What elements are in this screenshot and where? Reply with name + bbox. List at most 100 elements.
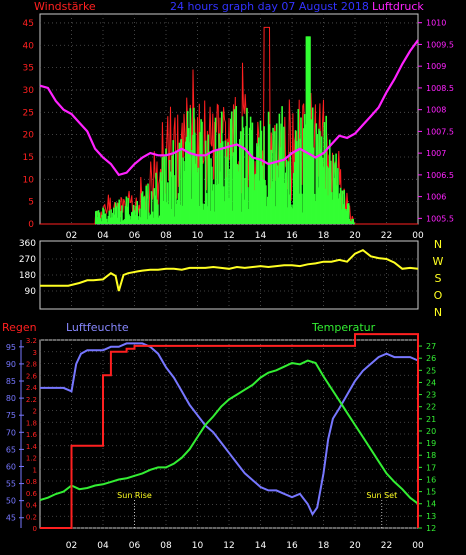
x-tick-label: 06 [129,541,141,551]
pressure-tick-label: 1006.5 [426,171,454,180]
wind-tick-label: 20 [23,131,35,141]
x-tick-label: 16 [286,231,298,241]
temperature-tick-label: 14 [426,500,436,509]
humidity-tick-label: 75 [6,411,16,420]
wind-tick-label: 30 [23,86,35,96]
temperature-tick-label: 21 [426,415,436,424]
x-tick-label: 02 [66,541,77,551]
humidity-series-line [40,342,419,517]
temperature-tick-label: 16 [426,475,436,484]
temperature-tick-label: 22 [426,403,436,412]
pressure-tick-label: 1009 [426,62,446,71]
rain-tick-label: 1 [33,466,37,474]
sun-annotation-label: Sun Set [366,491,397,500]
rain-tick-label: 2 [33,408,37,416]
direction-series-line [40,248,419,292]
temperature-ticks: 12 13 14 15 16 17 18 19 20 21 22 23 24 25 26 27 [418,342,436,533]
direction-tick-label: 360 [19,239,36,249]
pressure-tick-label: 1007 [426,149,446,158]
x-tick-label: 04 [97,231,109,241]
rain-tick-label: 0.6 [26,490,38,498]
wind-right-label: Luftdruck [372,0,424,13]
rain-humidity-temp-panel: Regen Luftfeuchte Temperatur 45 50 55 60 65 7… [2,321,436,551]
rain-tick-label: 1.4 [26,443,38,451]
humidity-tick-label: 90 [6,360,16,369]
temperature-series-line [39,359,419,505]
rain-tick-label: 1.6 [26,431,38,439]
x-tick-label: 10 [192,231,204,241]
climate-x-ticks: 02 04 06 08 10 12 14 16 18 20 22 00 [66,541,424,551]
humidity-tick-label: 65 [6,445,16,454]
temperature-tick-label: 12 [426,524,436,533]
x-tick-label: 14 [255,541,267,551]
x-tick-label: 18 [318,541,330,551]
temperature-tick-label: 13 [426,512,436,521]
pressure-series-line [39,39,419,177]
rain-tick-label: 1.8 [26,419,37,427]
pressure-tick-label: 1006 [426,193,446,202]
wind-left-label: Windstärke [34,0,96,13]
wind-x-ticks: 02 04 06 08 10 12 14 16 18 20 22 00 [66,231,424,241]
direction-tick-label: 90 [25,287,37,297]
x-tick-label: 18 [318,231,330,241]
x-tick-label: 04 [97,541,109,551]
wind-tick-label: 35 [23,64,34,74]
pressure-tick-label: 1007.5 [426,127,454,136]
humidity-tick-label: 70 [6,428,16,437]
rain-tick-label: 3 [33,349,37,357]
x-tick-label: 12 [223,231,234,241]
x-tick-label: 22 [381,231,392,241]
compass-letter: S [435,272,442,285]
compass-letter: O [434,289,443,302]
x-tick-label: 06 [129,231,141,241]
temperature-tick-label: 25 [426,366,436,375]
wind-tick-label: 40 [23,41,35,51]
x-tick-label: 00 [412,231,424,241]
rain-tick-label: 1.2 [26,455,37,463]
humidity-tick-label: 60 [6,462,16,471]
direction-tick-label: 180 [19,271,36,281]
humidity-tick-label: 50 [6,497,16,506]
x-tick-label: 16 [286,541,298,551]
wind-chart-title: 24 hours graph day 07 August 2018 [170,0,369,13]
pressure-tick-label: 1008.5 [426,84,454,93]
pressure-tick-label: 1010 [426,19,446,28]
humidity-ticks: 45 50 55 60 65 70 75 80 85 90 95 [6,340,24,528]
compass-letter: W [433,255,444,268]
x-tick-label: 22 [381,541,392,551]
x-tick-label: 20 [349,231,361,241]
rain-tick-label: 3.2 [26,337,37,345]
temperature-tick-label: 26 [426,354,436,363]
x-tick-label: 02 [66,231,77,241]
x-tick-label: 12 [223,541,234,551]
sun-annotations: Sun Rise Sun Set [117,491,397,528]
x-tick-label: 00 [412,541,424,551]
wind-tick-label: 10 [23,175,35,185]
temperature-tick-label: 15 [426,488,436,497]
compass-letter: N [434,238,442,251]
wind-tick-label: 5 [28,198,34,208]
temperature-tick-label: 19 [426,439,436,448]
direction-grid [40,241,418,309]
rain-ticks: 0 0.2 0.4 0.6 0.8 1 1.2 1.4 1.6 1.8 2 2.2 2.4 2.6 2.8 3… [26,337,38,533]
humidity-tick-label: 95 [6,343,16,352]
temperature-tick-label: 18 [426,451,436,460]
rain-tick-label: 2.6 [26,372,38,380]
humidity-label: Luftfeuchte [66,321,129,334]
humidity-tick-label: 80 [6,394,16,403]
direction-y-ticks: 90 180 270 360 [19,239,36,297]
direction-tick-label: 270 [19,255,36,265]
rain-tick-label: 0.4 [26,502,38,510]
wind-pressure-panel: Windstärke 24 hours graph day 07 August … [23,0,454,241]
x-tick-label: 20 [349,541,361,551]
temperature-tick-label: 20 [426,427,436,436]
compass-letter: N [434,306,442,319]
rain-label: Regen [2,321,37,334]
humidity-tick-label: 55 [6,480,16,489]
x-tick-label: 08 [160,541,172,551]
pressure-tick-label: 1008 [426,106,446,115]
rain-tick-label: 0.2 [26,513,37,521]
x-tick-label: 08 [160,231,172,241]
